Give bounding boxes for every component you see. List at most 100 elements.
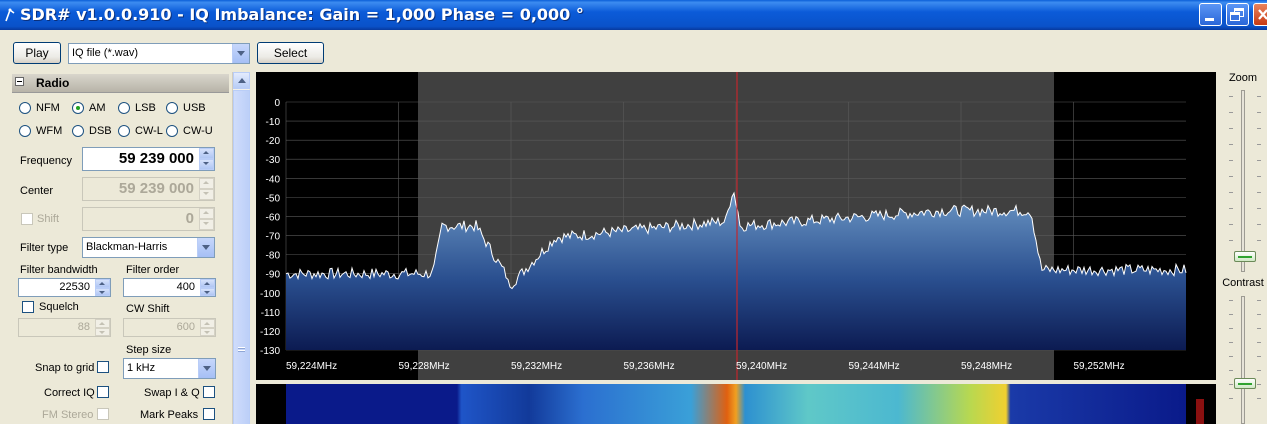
swap-iq-checkbox[interactable] [203, 386, 215, 398]
close-button[interactable] [1253, 3, 1267, 26]
slider-tick [1229, 112, 1233, 113]
slider-tick [1229, 342, 1233, 343]
x-tick-label: 59,236MHz [624, 361, 675, 372]
radio-panel-header[interactable]: Radio [12, 74, 229, 93]
slider-tick [1229, 314, 1233, 315]
frequency-value: 59 239 000 [118, 150, 194, 167]
filter-type-label: Filter type [20, 242, 69, 254]
slider-tick [1229, 128, 1233, 129]
x-tick-label: 59,248MHz [961, 361, 1012, 372]
correct-iq-label: Correct IQ [44, 387, 95, 399]
spectrum-analyzer[interactable]: 0 -10 -20 -30 -40 -50 -60 -70 -80 -90 -100 -110 -120… [256, 72, 1216, 380]
x-tick-label: 59,224MHz [286, 361, 337, 372]
zoom-slider-thumb[interactable] [1234, 251, 1256, 262]
mode-radio-lsb[interactable] [118, 102, 130, 114]
select-button[interactable]: Select [257, 42, 324, 64]
fm-stereo-checkbox[interactable] [97, 408, 109, 420]
correct-iq-checkbox[interactable] [97, 386, 109, 398]
shift-label: Shift [37, 213, 60, 225]
y-tick-label: -30 [266, 155, 281, 166]
mode-radio-am[interactable] [72, 102, 84, 114]
zoom-slider-track[interactable] [1241, 90, 1245, 272]
source-select[interactable]: IQ file (*.wav) [68, 43, 250, 64]
cw-shift-value: 600 [176, 321, 195, 333]
squelch-value: 88 [77, 321, 90, 333]
window-title: SDR# v1.0.0.910 - IQ Imbalance: Gain = 1… [20, 5, 584, 24]
mode-radio-dsb[interactable] [72, 125, 84, 137]
slider-tick [1257, 208, 1261, 209]
panel-scrollbar[interactable] [232, 72, 250, 424]
center-value: 59 239 000 [118, 180, 194, 197]
scroll-up-icon[interactable] [233, 72, 250, 89]
mark-peaks-checkbox[interactable] [203, 408, 215, 420]
frequency-input[interactable]: 59 239 000 [82, 147, 215, 171]
mode-label-wfm: WFM [36, 125, 63, 137]
slider-tick [1229, 356, 1233, 357]
chevron-down-icon [197, 238, 214, 257]
mode-radio-wfm[interactable] [19, 125, 31, 137]
filter-order-input[interactable]: 400 [123, 278, 216, 297]
restore-icon-back [1230, 12, 1240, 21]
slider-tick [1257, 384, 1261, 385]
thumb-grip [238, 347, 245, 349]
mode-label-cwu: CW-U [183, 125, 213, 137]
close-icon [1258, 9, 1267, 20]
contrast-slider-track[interactable] [1241, 296, 1245, 424]
contrast-slider-thumb[interactable] [1234, 378, 1256, 389]
slider-tick [1229, 224, 1233, 225]
filter-bandwidth-spinner[interactable] [95, 279, 110, 296]
shift-checkbox[interactable] [21, 213, 33, 225]
waterfall-display[interactable] [256, 384, 1216, 424]
slider-tick [1229, 328, 1233, 329]
frequency-spinner[interactable] [199, 148, 214, 170]
maximize-button[interactable] [1226, 3, 1249, 26]
chevron-down-icon [232, 44, 249, 63]
squelch-checkbox[interactable] [22, 301, 34, 313]
y-tick-label: -130 [260, 346, 280, 357]
scrollbar-thumb[interactable] [233, 90, 250, 424]
slider-tick [1257, 144, 1261, 145]
mode-label-usb: USB [183, 102, 206, 114]
filter-bandwidth-input[interactable]: 22530 [18, 278, 111, 297]
slider-tick [1229, 240, 1233, 241]
filter-order-label: Filter order [126, 264, 180, 276]
mode-radio-nfm[interactable] [19, 102, 31, 114]
filter-type-select[interactable]: Blackman-Harris [82, 237, 215, 258]
y-tick-label: -10 [266, 117, 281, 128]
mode-label-nfm: NFM [36, 102, 60, 114]
mode-radio-cwl[interactable] [118, 125, 130, 137]
slider-tick [1229, 208, 1233, 209]
filter-order-spinner[interactable] [200, 279, 215, 296]
y-tick-label: -110 [261, 308, 281, 319]
minimize-icon [1205, 18, 1214, 21]
waterfall-canvas [286, 384, 1204, 424]
slider-tick [1257, 96, 1261, 97]
step-size-select[interactable]: 1 kHz [123, 358, 216, 379]
title-bar: SDR# v1.0.0.910 - IQ Imbalance: Gain = 1… [0, 0, 1267, 30]
collapse-icon[interactable] [15, 77, 24, 86]
y-tick-label: -20 [266, 136, 281, 147]
slider-tick [1229, 398, 1233, 399]
y-tick-label: -50 [266, 193, 281, 204]
play-button[interactable]: Play [13, 42, 61, 64]
shift-input: 0 [82, 207, 215, 231]
slider-tick [1257, 342, 1261, 343]
slider-tick [1257, 370, 1261, 371]
squelch-spinner [95, 319, 110, 336]
spectrum-plot[interactable]: 0 -10 -20 -30 -40 -50 -60 -70 -80 -90 -100 -110 -120… [256, 72, 1216, 380]
x-tick-label: 59,232MHz [511, 361, 562, 372]
snap-to-grid-checkbox[interactable] [97, 361, 109, 373]
snap-to-grid-label: Snap to grid [35, 362, 95, 374]
y-tick-label: -40 [266, 174, 281, 185]
minimize-button[interactable] [1199, 3, 1222, 26]
squelch-label: Squelch [39, 301, 79, 313]
slider-tick [1257, 192, 1261, 193]
mode-radio-cwu[interactable] [166, 125, 178, 137]
slider-tick [1229, 192, 1233, 193]
x-tick-label: 59,244MHz [849, 361, 900, 372]
mode-radio-usb[interactable] [166, 102, 178, 114]
slider-tick [1257, 128, 1261, 129]
filter-order-value: 400 [176, 281, 195, 293]
zoom-label: Zoom [1228, 72, 1258, 84]
slider-tick [1229, 384, 1233, 385]
